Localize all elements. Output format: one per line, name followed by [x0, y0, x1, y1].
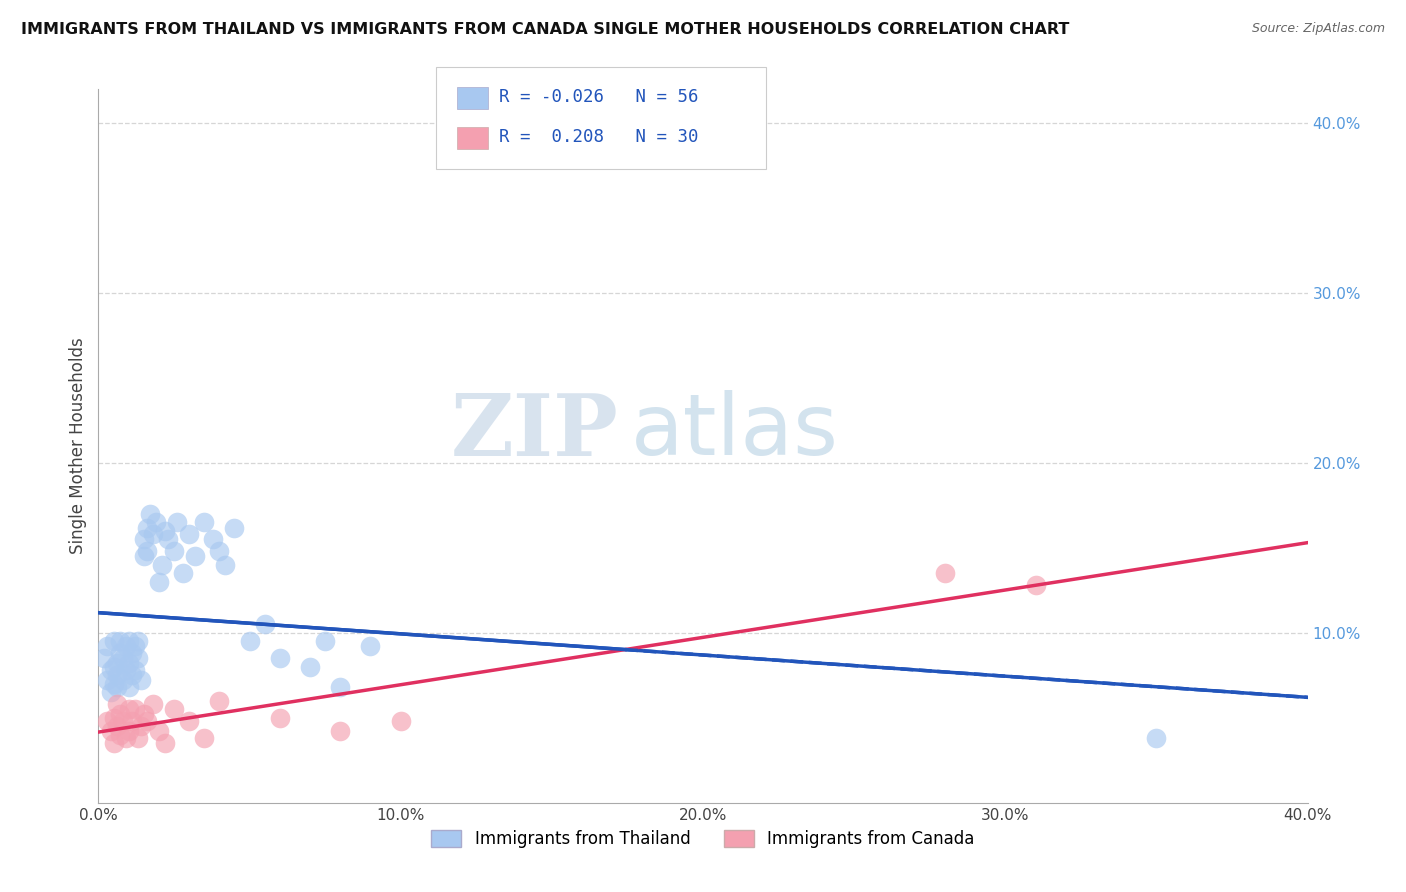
Text: R =  0.208   N = 30: R = 0.208 N = 30 — [499, 128, 699, 146]
Point — [208, 694, 231, 708]
Point — [108, 646, 131, 660]
Point — [118, 702, 141, 716]
Point — [299, 660, 322, 674]
Point — [127, 731, 149, 746]
Point — [135, 544, 157, 558]
Point — [124, 640, 146, 654]
Point — [124, 702, 146, 716]
Point — [269, 711, 291, 725]
Point — [184, 549, 207, 564]
Point — [111, 673, 134, 688]
Point — [166, 516, 188, 530]
Point — [103, 660, 125, 674]
Point — [150, 558, 173, 572]
Point — [224, 520, 246, 534]
Point — [105, 657, 128, 671]
Point — [139, 507, 162, 521]
Point — [179, 527, 201, 541]
Point — [253, 617, 276, 632]
Point — [114, 731, 136, 746]
Point — [96, 673, 118, 688]
Point — [105, 719, 128, 733]
Point — [135, 714, 157, 729]
Point — [105, 668, 128, 682]
Point — [163, 702, 186, 716]
Legend: Immigrants from Thailand, Immigrants from Canada: Immigrants from Thailand, Immigrants fro… — [432, 830, 974, 848]
Text: atlas: atlas — [630, 390, 838, 474]
Point — [103, 736, 125, 750]
Text: ZIP: ZIP — [450, 390, 619, 474]
Point — [1144, 731, 1167, 746]
Point — [103, 677, 125, 691]
Point — [118, 680, 141, 694]
Point — [114, 663, 136, 677]
Point — [111, 714, 134, 729]
Point — [153, 736, 176, 750]
Point — [179, 714, 201, 729]
Point — [148, 724, 170, 739]
Point — [1024, 578, 1046, 592]
Point — [193, 731, 215, 746]
Point — [129, 719, 152, 733]
Point — [208, 544, 231, 558]
Text: Source: ZipAtlas.com: Source: ZipAtlas.com — [1251, 22, 1385, 36]
Point — [124, 663, 146, 677]
Point — [127, 651, 149, 665]
Point — [329, 724, 352, 739]
Point — [142, 698, 165, 712]
Text: IMMIGRANTS FROM THAILAND VS IMMIGRANTS FROM CANADA SINGLE MOTHER HOUSEHOLDS CORR: IMMIGRANTS FROM THAILAND VS IMMIGRANTS F… — [21, 22, 1070, 37]
Point — [103, 711, 125, 725]
Point — [156, 533, 179, 547]
Point — [360, 640, 382, 654]
Point — [93, 651, 115, 665]
Point — [145, 516, 167, 530]
Point — [108, 634, 131, 648]
Point — [114, 640, 136, 654]
Point — [389, 714, 412, 729]
Point — [202, 533, 225, 547]
Point — [108, 707, 131, 722]
Point — [105, 680, 128, 694]
Point — [132, 549, 155, 564]
Point — [193, 516, 215, 530]
Point — [148, 574, 170, 589]
Point — [269, 651, 291, 665]
Point — [239, 634, 262, 648]
Point — [314, 634, 336, 648]
Point — [100, 663, 122, 677]
Point — [96, 640, 118, 654]
Point — [96, 714, 118, 729]
Point — [135, 520, 157, 534]
Point — [121, 714, 143, 729]
Point — [153, 524, 176, 538]
Point — [103, 634, 125, 648]
Point — [118, 724, 141, 739]
Point — [132, 707, 155, 722]
Y-axis label: Single Mother Households: Single Mother Households — [69, 338, 87, 554]
Point — [172, 566, 194, 581]
Point — [100, 685, 122, 699]
Point — [934, 566, 956, 581]
Point — [121, 646, 143, 660]
Point — [118, 634, 141, 648]
Point — [105, 698, 128, 712]
Point — [329, 680, 352, 694]
Point — [108, 728, 131, 742]
Point — [129, 673, 152, 688]
Point — [111, 651, 134, 665]
Point — [127, 634, 149, 648]
Point — [142, 527, 165, 541]
Point — [121, 668, 143, 682]
Text: R = -0.026   N = 56: R = -0.026 N = 56 — [499, 88, 699, 106]
Point — [100, 724, 122, 739]
Point — [214, 558, 236, 572]
Point — [118, 657, 141, 671]
Point — [163, 544, 186, 558]
Point — [132, 533, 155, 547]
